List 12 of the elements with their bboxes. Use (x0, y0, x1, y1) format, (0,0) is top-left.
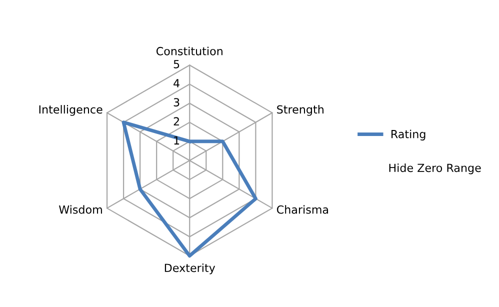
spoke-label: Dexterity (164, 263, 216, 274)
y-tick-label: 4 (174, 79, 180, 88)
spoke-label: Charisma (276, 205, 328, 214)
spoke-label: Strength (277, 105, 324, 116)
spoke-label: Wisdom (58, 205, 102, 214)
y-tick-label: 3 (174, 98, 180, 106)
spoke-label: Constitution (156, 46, 222, 56)
legend-label: Rating (392, 130, 426, 140)
y-tick-label: 2 (174, 117, 179, 126)
spoke-label: Intelligence (39, 105, 102, 116)
text: Hide Zero Range (389, 163, 481, 174)
y-tick-label: 5 (174, 60, 180, 68)
